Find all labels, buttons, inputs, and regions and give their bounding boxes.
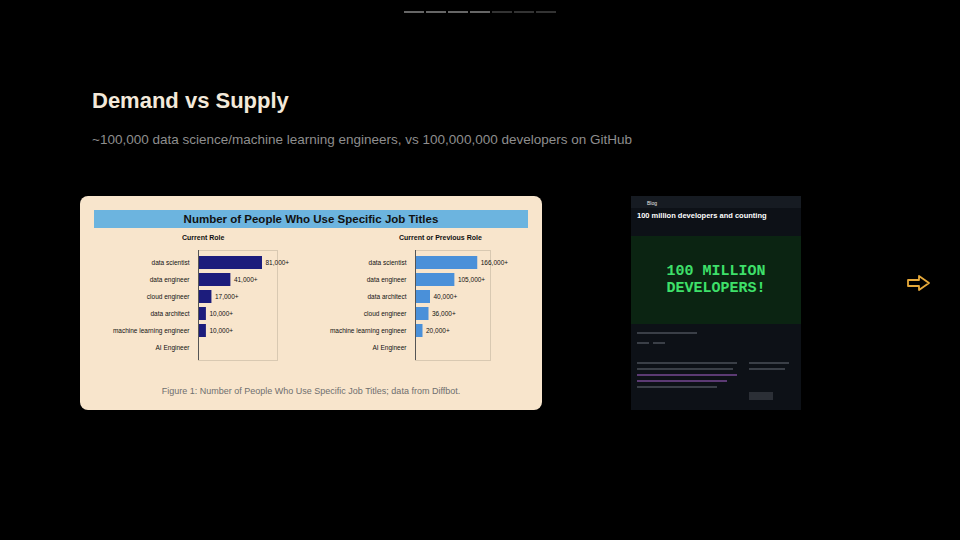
svg-text:105,000+: 105,000+ [458, 276, 485, 283]
svg-text:machine learning engineer: machine learning engineer [113, 327, 190, 335]
svg-text:36,000+: 36,000+ [432, 310, 456, 317]
svg-text:AI Engineer: AI Engineer [373, 344, 408, 352]
svg-text:81,000+: 81,000+ [265, 259, 289, 266]
svg-text:AI Engineer: AI Engineer [156, 344, 191, 352]
html-text:Current or Previous Role: Current or Previous Role [399, 234, 482, 241]
svg-text:data engineer: data engineer [367, 276, 408, 284]
svg-text:20,000+: 20,000+ [426, 327, 450, 334]
svg-text:data engineer: data engineer [150, 276, 191, 284]
svg-text:machine learning engineer: machine learning engineer [330, 327, 407, 335]
svg-text:data scientist: data scientist [369, 259, 407, 266]
svg-text:166,000+: 166,000+ [481, 259, 508, 266]
html-text:Blog: Blog [647, 200, 657, 206]
html-text:Number of People Who Use Speci: Number of People Who Use Specific Job Ti… [183, 213, 439, 225]
svg-text:10,000+: 10,000+ [209, 327, 233, 334]
html-text:100 MILLION DEVELOPERS!: 100 MILLION DEVELOPERS! [666, 263, 766, 297]
svg-text:17,000+: 17,000+ [215, 293, 239, 300]
html-text:100 million developers and cou: 100 million developers and counting [637, 211, 767, 220]
html-text:Current Role: Current Role [182, 234, 225, 241]
svg-text:data architect: data architect [150, 310, 189, 317]
html-text:Demand vs Supply: Demand vs Supply [92, 88, 289, 113]
svg-text:41,000+: 41,000+ [234, 276, 258, 283]
svg-text:40,000+: 40,000+ [434, 293, 458, 300]
svg-text:cloud engineer: cloud engineer [147, 293, 190, 301]
svg-text:data scientist: data scientist [152, 259, 190, 266]
html-text:~100,000 data science/machine: ~100,000 data science/machine learning e… [92, 132, 632, 147]
svg-text:data architect: data architect [367, 293, 406, 300]
svg-text:10,000+: 10,000+ [209, 310, 233, 317]
svg-text:cloud engineer: cloud engineer [364, 310, 407, 318]
html-text:Figure 1: Number of People Who: Figure 1: Number of People Who Use Speci… [161, 386, 461, 396]
